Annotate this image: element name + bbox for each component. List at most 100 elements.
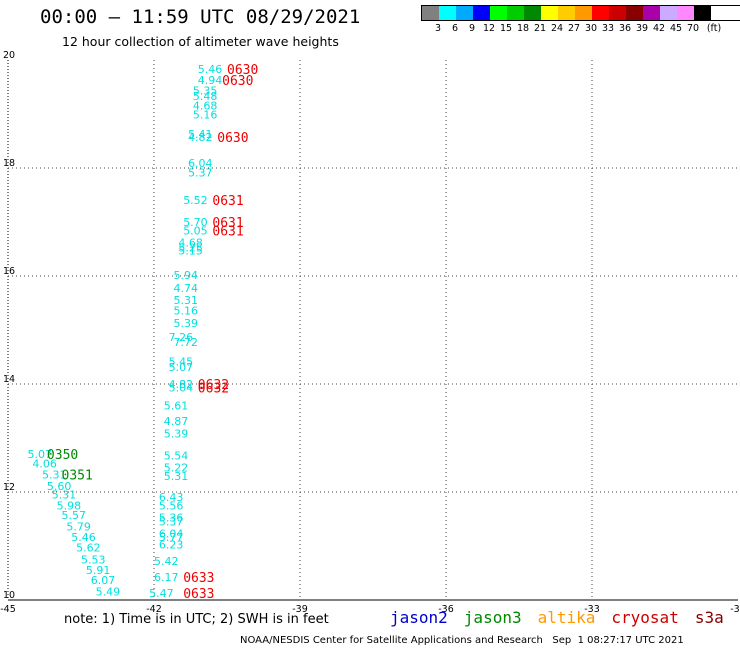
swh-value: 5.31 <box>52 488 77 501</box>
time-label: 0350 <box>47 448 78 463</box>
legend-labels: 3 6 9 12 15 18 21 24 27 30 33 36 39 42 45 70 (ft) <box>421 21 740 35</box>
swh-value: 5.16 <box>193 108 218 121</box>
legend-label: 39 <box>635 23 649 34</box>
swh-value: 5.94 <box>173 269 198 282</box>
legend-label: 12 <box>482 23 496 34</box>
satellite-cryosat: cryosat <box>611 608 679 627</box>
swh-value: 5.25 <box>178 242 203 255</box>
legend-label: 24 <box>550 23 564 34</box>
legend-swatch <box>643 6 660 20</box>
swh-value: 5.45 <box>169 356 194 369</box>
swh-value: 5.46 <box>198 63 223 76</box>
legend-swatch <box>541 6 558 20</box>
satellite-s3a: s3a <box>694 608 724 627</box>
legend-label: 70 <box>686 23 700 34</box>
swh-value: 5.61 <box>164 399 189 412</box>
legend-swatch <box>609 6 626 20</box>
swh-values: 5.464.945.355.484.685.165.414.826.045.37… <box>27 63 222 600</box>
credit-line: NOAA/NESDIS Center for Satellite Applica… <box>240 635 684 646</box>
legend-swatches <box>421 5 740 21</box>
legend-swatch <box>575 6 592 20</box>
time-labels: 0630063006300631063106310632063203500351… <box>47 63 258 602</box>
swh-value: 5.46 <box>71 531 96 544</box>
y-tick-label: 16 <box>3 266 15 277</box>
swh-value: 7.72 <box>173 336 198 349</box>
swh-value: 5.31 <box>164 470 189 483</box>
legend-label: (ft) <box>706 23 722 34</box>
swh-value: 5.07 <box>169 361 194 374</box>
legend-label: 30 <box>584 23 598 34</box>
swh-value: 4.82 <box>169 378 194 391</box>
swh-value: 4.68 <box>193 100 218 113</box>
swh-value: 6.17 <box>154 571 179 584</box>
legend-label: 33 <box>601 23 615 34</box>
swh-value: 5.35 <box>193 85 218 98</box>
swh-value: 5.04 <box>169 382 194 395</box>
time-label: 0631 <box>212 216 243 231</box>
swh-value: 5.49 <box>96 586 121 599</box>
swh-value: 5.41 <box>188 128 213 141</box>
time-label: 0630 <box>217 131 248 146</box>
legend-swatch <box>490 6 507 20</box>
swh-value: 5.70 <box>183 216 208 229</box>
grid-lines <box>7 60 738 601</box>
swh-value: 5.77 <box>159 531 184 544</box>
swh-value: 6.04 <box>188 157 213 170</box>
legend-label: 36 <box>618 23 632 34</box>
satellite-altika: altika <box>537 608 596 627</box>
legend-swatch <box>524 6 541 20</box>
swh-value: 7.26 <box>169 331 194 344</box>
swh-value: 4.74 <box>173 282 198 295</box>
legend-label: 3 <box>434 23 442 34</box>
time-label: 0633 <box>183 587 214 602</box>
legend-swatch <box>507 6 524 20</box>
legend-swatch <box>677 6 694 20</box>
legend-swatch <box>660 6 677 20</box>
y-tick-label: 20 <box>3 50 15 61</box>
swh-value: 6.07 <box>91 574 116 587</box>
legend-swatch <box>473 6 490 20</box>
swh-value: 5.62 <box>76 541 101 554</box>
legend-label: 21 <box>533 23 547 34</box>
swh-value: 5.47 <box>149 587 174 600</box>
swh-value: 5.36 <box>159 512 184 525</box>
y-tick-label: 10 <box>3 590 15 601</box>
legend-swatch <box>422 6 439 20</box>
color-legend: 3 6 9 12 15 18 21 24 27 30 33 36 39 42 45 70 (ft) <box>421 5 740 35</box>
time-label: 0351 <box>62 469 93 484</box>
swh-value: 4.87 <box>164 415 189 428</box>
legend-swatch <box>439 6 456 20</box>
legend-label: 9 <box>468 23 476 34</box>
swh-value: 6.04 <box>159 527 184 540</box>
swh-value: 5.22 <box>164 461 189 474</box>
legend-label: 18 <box>516 23 530 34</box>
swh-value: 5.37 <box>159 515 184 528</box>
swh-value: 5.56 <box>159 499 184 512</box>
x-tick-label: -42 <box>146 604 162 615</box>
swh-value: 5.98 <box>57 499 82 512</box>
time-label: 0632 <box>198 382 229 397</box>
legend-label: 45 <box>669 23 683 34</box>
swh-value: 5.37 <box>188 167 213 180</box>
legend-swatch <box>592 6 609 20</box>
swh-value: 5.31 <box>42 469 67 482</box>
x-tick-label: -30 <box>730 604 740 615</box>
legend-swatch <box>558 6 575 20</box>
legend-swatch <box>626 6 643 20</box>
swh-value: 4.06 <box>32 458 57 471</box>
x-tick-label: -33 <box>584 604 600 615</box>
x-tick-label: -36 <box>438 604 454 615</box>
swh-value: 5.05 <box>183 224 208 237</box>
swh-value: 4.68 <box>178 236 203 249</box>
satellite-jason3: jason3 <box>463 608 522 627</box>
legend-label: 6 <box>451 23 459 34</box>
time-label: 0630 <box>222 74 253 89</box>
swh-value: 5.42 <box>154 555 179 568</box>
swh-value: 5.53 <box>81 553 106 566</box>
chart-subtitle: 12 hour collection of altimeter wave hei… <box>62 34 339 49</box>
x-tick-label: -45 <box>0 604 16 615</box>
time-label: 0631 <box>212 224 243 239</box>
swh-value: 5.07 <box>27 448 52 461</box>
swh-value: 4.82 <box>188 131 213 144</box>
swh-value: 5.91 <box>86 564 111 577</box>
